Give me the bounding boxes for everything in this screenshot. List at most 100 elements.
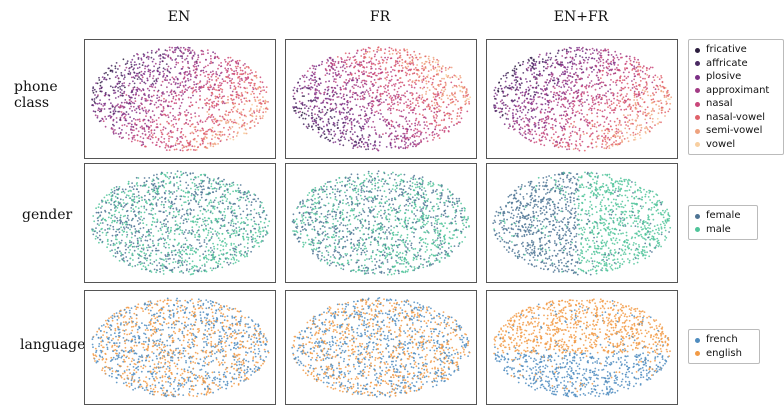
scatter-point — [351, 96, 354, 98]
scatter-point — [133, 117, 135, 120]
scatter-point — [660, 85, 662, 88]
scatter-point — [505, 72, 508, 75]
scatter-point — [629, 55, 631, 58]
scatter-point — [221, 134, 224, 136]
scatter-point — [547, 65, 549, 68]
scatter-point — [368, 95, 371, 97]
scatter-point — [211, 113, 214, 116]
scatter-point — [419, 130, 421, 133]
scatter-point — [205, 104, 208, 107]
scatter-point — [155, 203, 158, 206]
scatter-point — [631, 80, 633, 82]
scatter-point — [231, 59, 234, 61]
scatter-point — [595, 145, 598, 148]
scatter-point — [335, 78, 337, 80]
scatter-point — [122, 58, 125, 61]
scatter-point — [236, 60, 239, 62]
scatter-point — [200, 270, 203, 273]
scatter-point — [343, 98, 346, 100]
scatter-point — [138, 217, 140, 219]
scatter-point — [120, 89, 123, 91]
scatter-point — [379, 72, 382, 75]
scatter-point — [543, 129, 546, 132]
scatter-point — [527, 119, 530, 122]
scatter-point — [527, 93, 530, 96]
scatter-point — [577, 76, 579, 78]
scatter-point — [248, 67, 250, 69]
scatter-point — [215, 73, 218, 75]
scatter-point — [415, 145, 417, 148]
scatter-point — [200, 49, 203, 52]
scatter-point — [151, 60, 154, 63]
scatter-point — [541, 58, 544, 61]
scatter-point — [298, 107, 301, 110]
scatter-point — [669, 102, 672, 105]
scatter-point — [608, 98, 611, 101]
scatter-point — [563, 48, 566, 51]
scatter-point — [114, 86, 117, 89]
scatter-point — [608, 144, 611, 147]
scatter-point — [141, 199, 143, 202]
scatter-point — [208, 81, 211, 83]
scatter-point — [581, 113, 583, 115]
scatter-point — [425, 98, 428, 101]
scatter-point — [545, 61, 548, 64]
scatter-point — [239, 213, 242, 216]
scatter-point — [217, 100, 220, 103]
scatter-point — [516, 76, 519, 79]
scatter-point — [130, 226, 133, 228]
scatter-point — [549, 58, 552, 61]
scatter-point — [636, 132, 639, 135]
scatter-point — [312, 128, 314, 131]
scatter-point — [639, 137, 642, 139]
scatter-point — [563, 98, 566, 101]
scatter-point — [158, 55, 160, 57]
scatter-point — [142, 89, 145, 91]
scatter-point — [645, 88, 648, 91]
scatter-point — [315, 100, 318, 103]
scatter-point — [564, 145, 567, 148]
scatter-point — [636, 124, 639, 127]
scatter-point — [587, 121, 589, 124]
scatter-point — [123, 74, 126, 76]
scatter-point — [597, 83, 600, 86]
scatter-point — [362, 127, 365, 130]
scatter-point — [127, 113, 130, 116]
scatter-point — [651, 66, 654, 69]
scatter-point — [536, 78, 538, 80]
scatter-point — [141, 74, 143, 77]
scatter-point — [300, 107, 303, 110]
scatter-point — [141, 80, 143, 83]
scatter-point — [206, 49, 209, 51]
scatter-point — [447, 130, 450, 133]
scatter-point — [570, 60, 573, 63]
scatter-point — [345, 88, 347, 91]
scatter-point — [237, 123, 240, 126]
scatter-point — [616, 99, 619, 101]
scatter-point — [569, 132, 572, 134]
scatter-point — [169, 49, 171, 51]
scatter-point — [542, 69, 545, 72]
scatter-point — [655, 91, 657, 94]
scatter-point — [149, 121, 152, 123]
scatter-point — [583, 59, 586, 62]
scatter-point — [653, 100, 656, 103]
scatter-point — [394, 61, 397, 63]
scatter-point — [191, 49, 194, 52]
scatter-point — [614, 50, 617, 53]
scatter-point — [408, 84, 410, 86]
scatter-point — [429, 106, 431, 109]
scatter-point — [640, 129, 642, 132]
scatter-point — [133, 249, 136, 252]
scatter-point — [366, 107, 368, 110]
scatter-point — [153, 120, 156, 123]
scatter-point — [564, 82, 567, 85]
scatter-point — [253, 75, 256, 77]
scatter-point — [107, 243, 109, 245]
scatter-point — [131, 58, 134, 61]
scatter-point — [642, 111, 645, 113]
scatter-point — [546, 59, 549, 62]
scatter-point — [93, 98, 96, 100]
scatter-point — [450, 66, 453, 69]
scatter-point — [651, 109, 654, 111]
